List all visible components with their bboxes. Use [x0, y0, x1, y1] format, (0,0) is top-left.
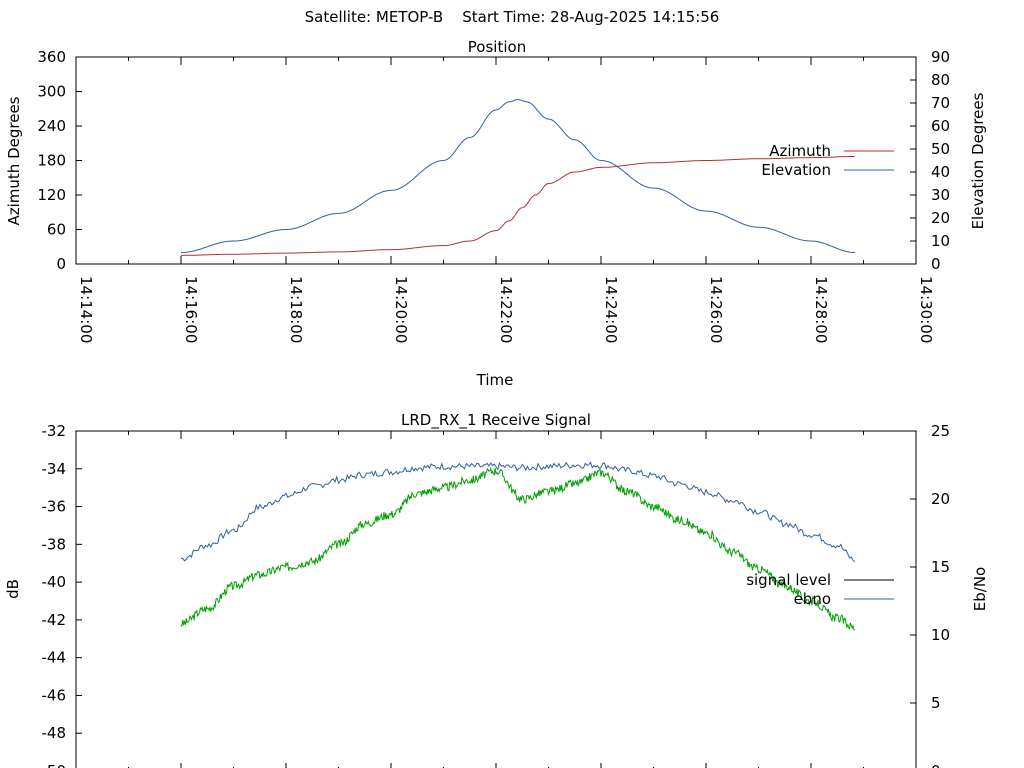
position-right-tick-label-80: 80 — [931, 71, 950, 89]
receive-signal-plot-frame — [75, 430, 917, 768]
position-right-tick-label-90: 90 — [931, 48, 950, 66]
position-right-axis-label: Elevation Degrees — [969, 92, 987, 229]
position-time-axis-label: Time — [476, 371, 514, 389]
receive-left-tick-label-46: -46 — [42, 686, 67, 704]
position-time-axis-ticks: 14:14:00 14:16:00 14:18:00 14:20:00 14:22:00… — [75, 57, 935, 343]
figure-header: Satellite: METOP-B Start Time: 28-Aug-20… — [305, 8, 720, 26]
receive-left-tick-label-50: -50 — [42, 762, 67, 768]
position-left-tick-label-240: 240 — [37, 117, 66, 135]
position-left-tick-label-120: 120 — [37, 186, 66, 204]
position-right-tick-label-10: 10 — [931, 232, 950, 250]
position-chart: Position 0 60 120 180 240 300 360 0 10 20 30 40 50 6… — [5, 38, 987, 389]
position-right-tick-label-30: 30 — [931, 186, 950, 204]
position-right-axis-ticks: 0 10 20 30 40 50 60 70 80 90 — [910, 48, 950, 273]
receive-left-tick-label-36: -36 — [42, 498, 67, 516]
receive-right-tick-label-25: 25 — [931, 422, 950, 440]
receive-right-tick-label-20: 20 — [931, 490, 950, 508]
receive-signal-legend: signal level ebno — [746, 571, 894, 608]
receive-right-tick-label-10: 10 — [931, 626, 950, 644]
position-left-tick-label-300: 300 — [37, 83, 66, 101]
receive-signal-time-axis-ticks — [75, 431, 917, 768]
position-right-tick-label-40: 40 — [931, 163, 950, 181]
position-left-axis-ticks: 0 60 120 180 240 300 360 — [37, 48, 82, 273]
position-right-tick-label-0: 0 — [931, 255, 941, 273]
receive-left-tick-label-32: -32 — [42, 422, 67, 440]
legend-label-azimuth: Azimuth — [769, 142, 831, 160]
position-chart-title: Position — [468, 38, 526, 56]
legend-label-signal-level: signal level — [746, 571, 831, 589]
receive-left-tick-label-44: -44 — [42, 649, 67, 667]
position-time-label-14-30-00: 14:30:00 — [917, 276, 935, 343]
position-time-label-14-22-00: 14:22:00 — [497, 276, 515, 343]
receive-signal-left-axis-ticks: -50 -48 -46 -44 -42 -40 -38 -36 -34 -32 — [42, 422, 82, 768]
position-time-label-14-20-00: 14:20:00 — [392, 276, 410, 343]
position-left-tick-label-360: 360 — [37, 48, 66, 66]
receive-left-tick-label-40: -40 — [42, 573, 67, 591]
position-right-tick-label-70: 70 — [931, 94, 950, 112]
receive-left-tick-label-42: -42 — [42, 611, 67, 629]
position-right-tick-label-60: 60 — [931, 117, 950, 135]
receive-left-tick-label-38: -38 — [42, 535, 67, 553]
position-legend: Azimuth Elevation — [761, 142, 894, 179]
position-left-tick-label-0: 0 — [56, 255, 66, 273]
position-left-tick-label-60: 60 — [47, 221, 66, 239]
elevation-series-line — [181, 99, 855, 253]
legend-label-ebno: ebno — [794, 590, 831, 608]
azimuth-series-line — [181, 156, 855, 256]
ebno-series-line — [180, 461, 856, 563]
position-left-axis-label: Azimuth Degrees — [5, 96, 23, 225]
receive-signal-chart-title: LRD_RX_1 Receive Signal — [401, 411, 591, 430]
position-series — [181, 99, 855, 256]
receive-left-tick-label-48: -48 — [42, 724, 67, 742]
receive-signal-series — [180, 461, 856, 631]
receive-signal-right-axis-ticks: 0 5 10 15 20 25 — [910, 422, 950, 768]
receive-signal-right-axis-label: Eb/No — [971, 567, 989, 611]
position-right-tick-label-20: 20 — [931, 209, 950, 227]
position-time-label-14-16-00: 14:16:00 — [182, 276, 200, 343]
position-time-label-14-24-00: 14:24:00 — [602, 276, 620, 343]
receive-signal-chart: LRD_RX_1 Receive Signal -50-48-46-44-42-… — [4, 411, 989, 768]
position-time-label-14-14-00: 14:14:00 — [77, 276, 95, 343]
position-left-tick-label-180: 180 — [37, 152, 66, 170]
legend-label-elevation: Elevation — [761, 161, 831, 179]
receive-left-tick-label-34: -34 — [42, 460, 67, 478]
receive-right-tick-label-0: 0 — [931, 762, 941, 768]
position-time-label-14-28-00: 14:28:00 — [812, 276, 830, 343]
position-right-tick-label-50: 50 — [931, 140, 950, 158]
position-time-label-14-26-00: 14:26:00 — [707, 276, 725, 343]
receive-right-tick-label-15: 15 — [931, 558, 950, 576]
receive-signal-left-axis-label: dB — [4, 579, 22, 599]
position-time-label-14-18-00: 14:18:00 — [287, 276, 305, 343]
receive-right-tick-label-5: 5 — [931, 694, 941, 712]
signal-level-series-line — [180, 466, 855, 631]
